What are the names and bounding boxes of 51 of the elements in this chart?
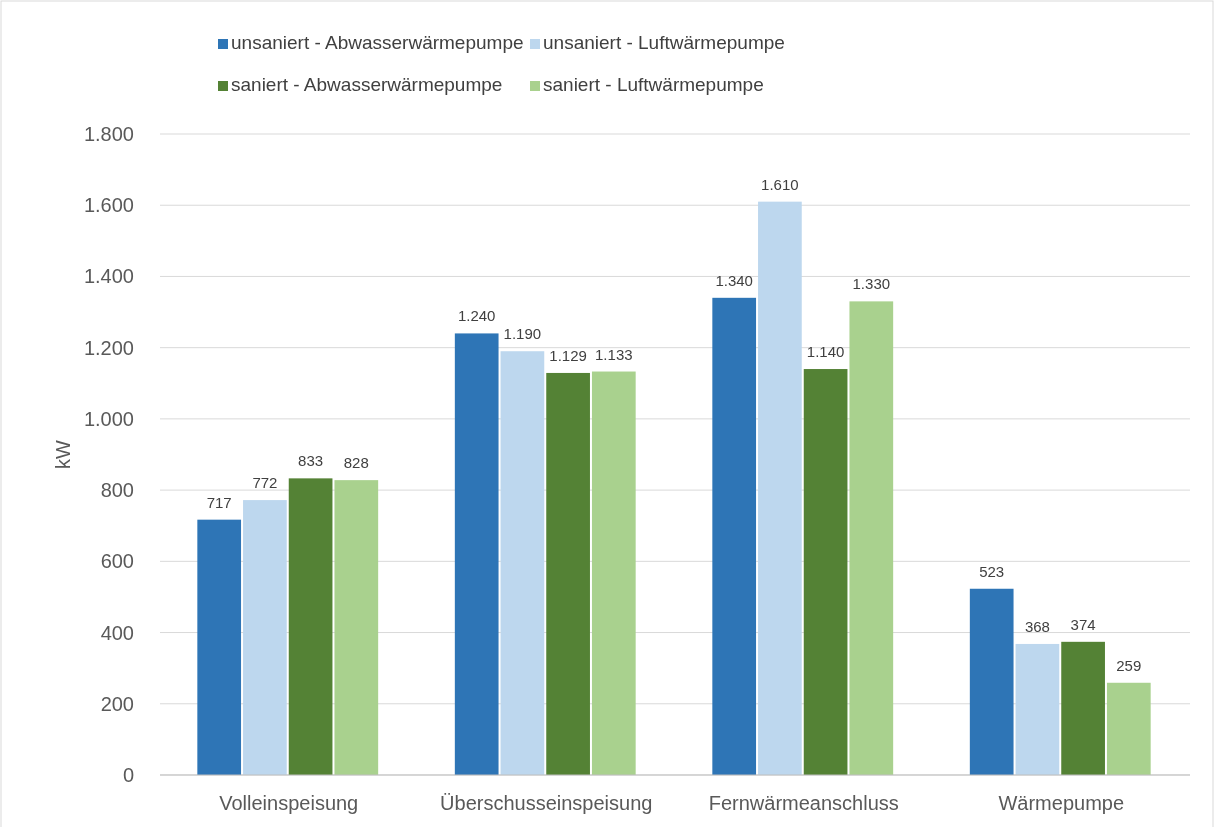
- y-tick-label: 1.400: [83, 265, 134, 288]
- y-tick-label: 1.600: [83, 194, 134, 217]
- data-label: 523: [979, 562, 1005, 580]
- bar: [243, 500, 287, 775]
- y-tick-label: 1.000: [83, 407, 134, 430]
- data-label: 1.330: [852, 275, 891, 293]
- legend-label: saniert - Abwasserwärmepumpe: [231, 74, 503, 95]
- y-tick-label: 600: [100, 550, 134, 573]
- data-label: 259: [1116, 656, 1142, 674]
- bar: [591, 371, 636, 775]
- bar: [758, 201, 802, 775]
- data-label: 1.190: [503, 325, 542, 343]
- y-tick-label: 200: [100, 692, 134, 715]
- data-label: 374: [1070, 615, 1096, 633]
- data-label: 833: [298, 452, 324, 470]
- data-label: 772: [252, 474, 278, 492]
- data-label: 1.610: [761, 175, 799, 193]
- data-label: 1.140: [806, 343, 845, 361]
- bar: [1106, 682, 1151, 775]
- legend-label: unsaniert - Luftwärmepumpe: [543, 32, 785, 53]
- x-tick-label: Überschusseinspeisung: [440, 792, 653, 814]
- data-label: 1.129: [549, 346, 587, 364]
- data-label: 828: [343, 454, 369, 472]
- data-label: 1.240: [457, 307, 496, 325]
- y-tick-label: 1.800: [83, 123, 134, 145]
- bar: [1061, 641, 1105, 775]
- x-tick-label: Fernwärmeanschluss: [708, 792, 899, 814]
- bar: [1015, 643, 1060, 775]
- bar: [546, 372, 590, 775]
- y-axis-title: kW: [52, 439, 74, 469]
- y-tick-label: 800: [100, 479, 134, 502]
- legend-label: unsaniert - Abwasserwärmepumpe: [231, 32, 524, 53]
- bar: [712, 297, 757, 775]
- bar: [454, 333, 499, 775]
- data-label: 1.133: [595, 345, 633, 363]
- x-tick-label: Wärmepumpe: [998, 792, 1125, 814]
- bar: [969, 588, 1014, 775]
- bar: [849, 301, 894, 775]
- bar: [334, 480, 379, 775]
- data-label: 368: [1024, 617, 1050, 635]
- bar: [197, 519, 242, 775]
- x-tick-label: Volleinspeisung: [219, 792, 359, 814]
- y-tick-label: 1.200: [83, 336, 134, 359]
- bar: [803, 369, 848, 775]
- data-label: 1.340: [715, 271, 753, 289]
- y-tick-label: 0: [122, 764, 134, 786]
- legend-label: saniert - Luftwärmepumpe: [543, 74, 764, 95]
- bar: [500, 351, 545, 775]
- data-label: 717: [206, 493, 232, 511]
- bar: [288, 478, 333, 775]
- y-tick-label: 400: [100, 621, 134, 644]
